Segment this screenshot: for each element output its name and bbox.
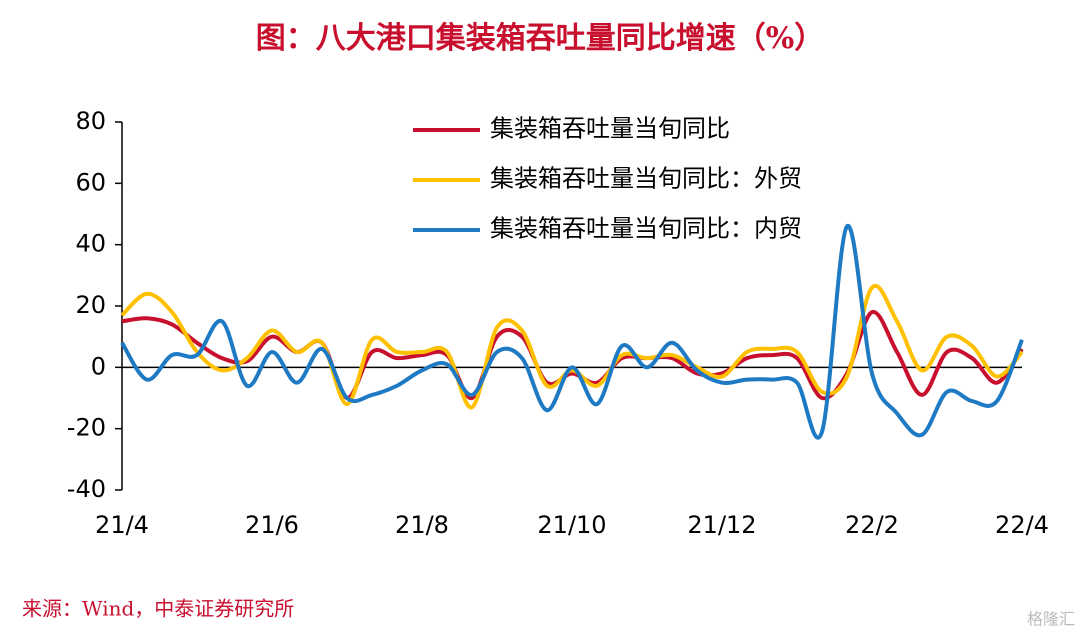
legend-label: 集装箱吞吐量当旬同比：外贸 — [490, 165, 802, 193]
chart-title: 图：八大港口集装箱吞吐量同比增速（%） — [256, 21, 825, 56]
legend-label: 集装箱吞吐量当旬同比：内贸 — [490, 215, 802, 243]
x-tick-label: 21/12 — [687, 511, 756, 539]
x-tick-label: 21/8 — [395, 511, 449, 539]
y-tick-label: 80 — [75, 107, 106, 135]
y-tick-label: 20 — [75, 291, 106, 319]
y-tick-label: 0 — [91, 352, 106, 380]
x-tick-label: 21/6 — [245, 511, 299, 539]
legend-label: 集装箱吞吐量当旬同比 — [490, 115, 730, 143]
x-tick-label: 22/4 — [995, 511, 1049, 539]
source: 来源：Wind，中泰证券研究所 — [22, 597, 294, 621]
x-tick-label: 21/10 — [537, 511, 606, 539]
y-tick-label: 60 — [75, 168, 106, 196]
watermark: 格隆汇 — [1027, 610, 1075, 629]
x-tick-label: 22/2 — [845, 511, 899, 539]
series-line — [121, 310, 1024, 401]
series-line — [120, 224, 1024, 440]
y-tick-label: -40 — [67, 475, 106, 503]
y-tick-label: -20 — [67, 414, 106, 442]
x-tick-label: 21/4 — [95, 511, 149, 539]
y-tick-label: 40 — [75, 230, 106, 258]
series-line — [120, 283, 1024, 410]
